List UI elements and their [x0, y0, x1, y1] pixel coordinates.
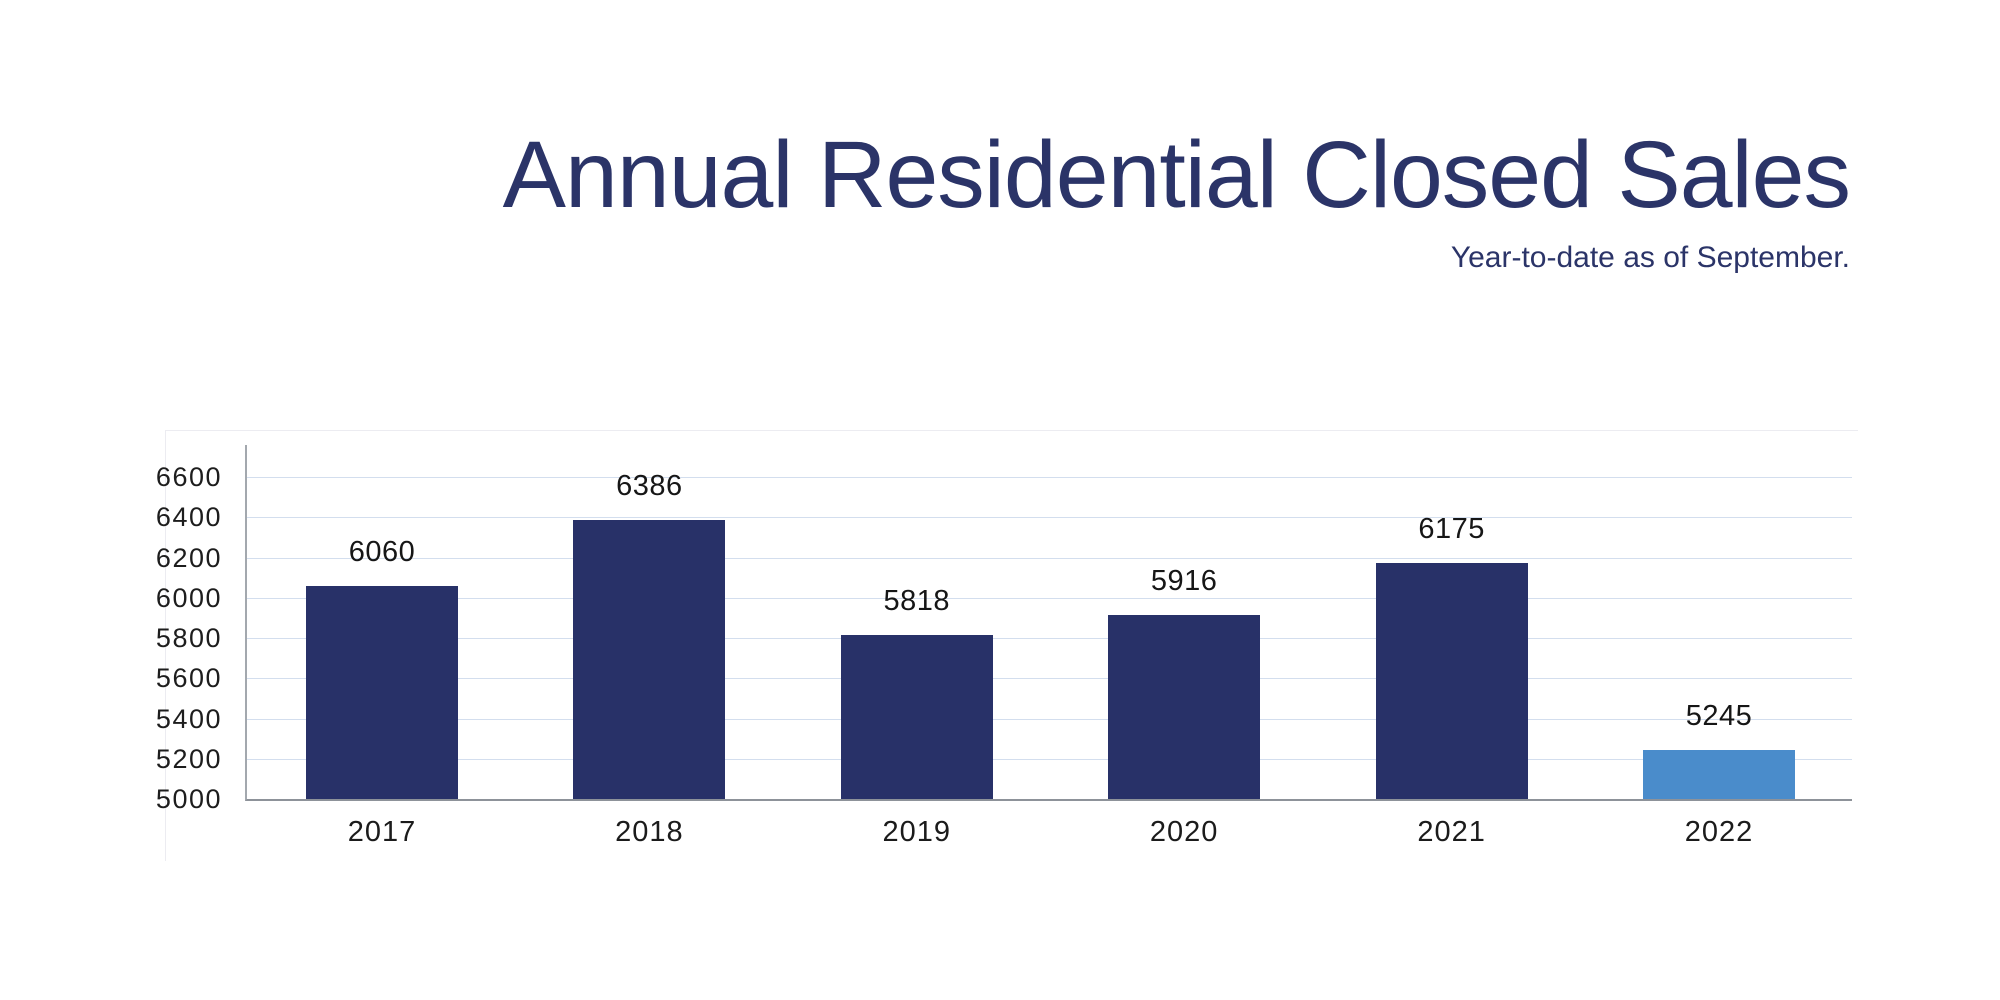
gridline	[247, 477, 1852, 479]
y-axis-tick-label: 6200	[155, 542, 222, 573]
x-axis-label: 2020	[1149, 816, 1219, 848]
y-axis-tick-label: 5400	[155, 703, 222, 734]
bar-value-label: 5245	[1685, 699, 1753, 732]
x-axis-label: 2018	[615, 816, 684, 848]
gridline	[247, 718, 1852, 720]
bar-value-label: 5916	[1150, 564, 1218, 597]
bar-2017	[306, 585, 458, 799]
gridline	[247, 678, 1852, 680]
y-axis-tick-label: 5000	[155, 784, 222, 814]
x-axis-label: 2019	[882, 816, 952, 848]
bar-value-label: 6175	[1418, 512, 1485, 545]
gridline	[247, 597, 1852, 599]
bar-2021	[1375, 562, 1528, 799]
y-axis-tick-label: 5800	[155, 623, 222, 654]
x-axis-label: 2021	[1417, 816, 1486, 848]
x-axis-label: 2022	[1684, 816, 1754, 848]
bar-2020	[1108, 614, 1261, 799]
y-axis-tick-label: 6000	[155, 582, 222, 613]
plot-area: 5000 5200 5400 5600 5800 6000 6200 6400 6600 6060…	[156, 445, 1852, 848]
bar-value-label: 5818	[883, 584, 951, 617]
bar-value-label: 6060	[348, 535, 416, 568]
bar-2022	[1643, 749, 1795, 799]
chart-subtitle: Year-to-date as of September.	[1450, 241, 1850, 274]
gridline	[247, 557, 1852, 559]
y-axis-tick-label: 6400	[155, 502, 222, 533]
bar-2018	[573, 520, 726, 799]
y-axis-tick-label: 6600	[155, 462, 222, 493]
gridline	[247, 638, 1852, 640]
gridline	[247, 758, 1852, 760]
y-axis-tick-label: 5600	[155, 663, 222, 694]
x-axis-label: 2017	[347, 816, 417, 848]
y-axis-tick-label: 5200	[155, 743, 222, 774]
bar-value-label: 6386	[616, 470, 683, 503]
gridline	[247, 517, 1852, 519]
bar-2019	[840, 634, 993, 799]
chart-title: Annual Residential Closed Sales	[502, 122, 1851, 228]
